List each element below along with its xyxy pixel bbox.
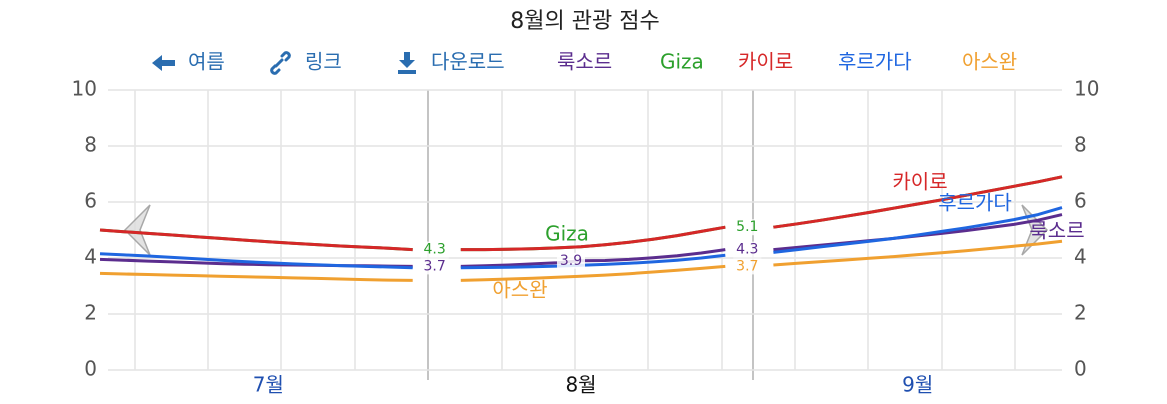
series-name-label: 아스완 <box>492 278 547 302</box>
value-label-bg <box>733 258 762 275</box>
toolbar-label[interactable]: 다운로드 <box>431 50 505 74</box>
series-name-label: 룩소르 <box>1029 219 1084 243</box>
value-label: 4.3 <box>736 242 758 258</box>
chart-title: 8월의 관광 점수 <box>510 9 659 34</box>
value-label-bg <box>733 219 762 236</box>
y-tick-label: 6 <box>84 189 97 213</box>
y2-tick-label: 2 <box>1074 301 1087 325</box>
y-tick-label: 10 <box>72 77 97 101</box>
prev-arrow[interactable] <box>123 204 151 256</box>
y-tick-label: 2 <box>84 301 97 325</box>
legend-entry[interactable]: 아스완 <box>962 50 1017 74</box>
value-label-bg <box>557 252 585 269</box>
value-label: 4.3 <box>424 242 446 258</box>
value-label: 3.7 <box>736 258 758 274</box>
series-line <box>99 175 1063 252</box>
y-tick-label: 4 <box>84 245 97 269</box>
series-name-label: 카이로 <box>892 170 947 194</box>
legend-entry[interactable]: 후르가다 <box>838 50 912 74</box>
x-tick-label: 7월 <box>253 373 284 397</box>
toolbar-label[interactable]: 여름 <box>188 50 225 74</box>
legend-entry[interactable]: Giza <box>660 50 704 74</box>
legend-entry[interactable]: 룩소르 <box>557 50 612 74</box>
value-label: 5.1 <box>736 219 758 235</box>
series-name-label: 후르가다 <box>938 191 1012 215</box>
toolbar-download[interactable]: 다운로드 <box>398 50 505 75</box>
series-line <box>99 239 1063 282</box>
series-name-label: Giza <box>545 222 589 246</box>
value-label: 3.7 <box>424 258 446 274</box>
x-tick-label: 9월 <box>902 373 933 397</box>
value-label-bg <box>420 258 449 275</box>
legend-entry[interactable]: 카이로 <box>738 50 793 74</box>
x-tick-label: 8월 <box>565 373 596 397</box>
toolbar-link[interactable]: 링크 <box>270 50 342 75</box>
y2-tick-label: 6 <box>1074 189 1087 213</box>
arrow-icon <box>152 55 175 71</box>
value-label-bg <box>733 241 762 258</box>
y2-tick-label: 0 <box>1074 357 1087 381</box>
y2-tick-label: 4 <box>1074 245 1087 269</box>
toolbar-label[interactable]: 링크 <box>305 50 342 74</box>
link-icon <box>270 51 291 75</box>
value-label: 3.9 <box>560 253 582 269</box>
y2-tick-label: 8 <box>1074 133 1087 157</box>
y-tick-label: 0 <box>84 357 97 381</box>
y-tick-label: 8 <box>84 133 97 157</box>
y2-tick-label: 10 <box>1074 77 1099 101</box>
series-line <box>99 206 1063 270</box>
download-icon <box>398 52 416 74</box>
value-label-bg <box>420 241 449 258</box>
toolbar-summer[interactable]: 여름 <box>152 50 225 74</box>
